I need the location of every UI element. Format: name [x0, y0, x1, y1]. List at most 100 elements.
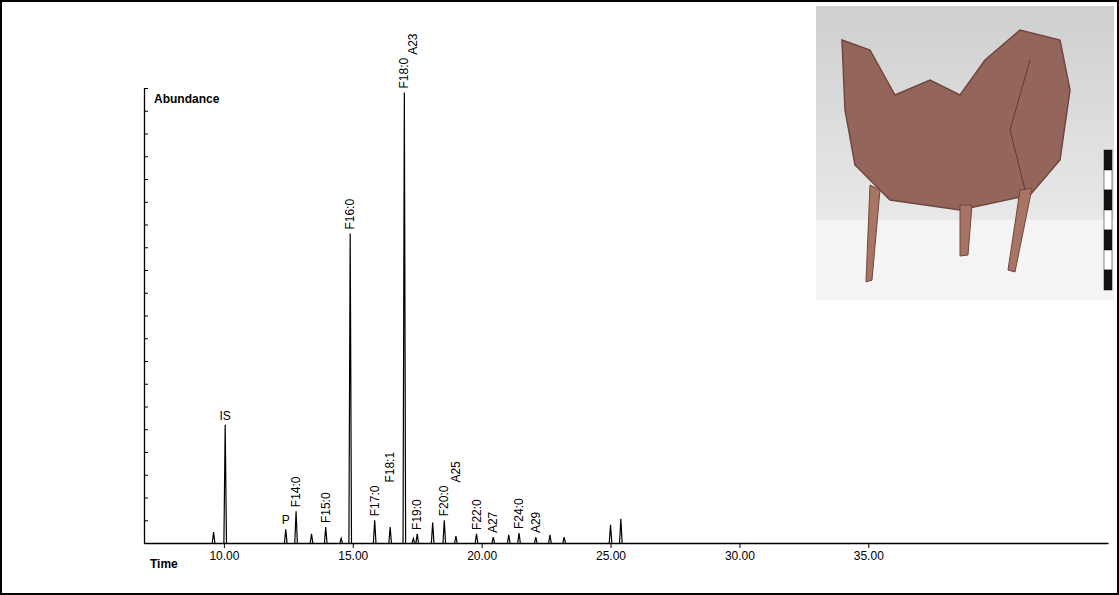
y-tick-mark [144, 247, 148, 248]
photo-vessel [842, 30, 1070, 210]
x-tick-mark [868, 543, 869, 548]
peak-label: A29 [529, 511, 543, 533]
peak-label: F24:0 [512, 498, 526, 529]
peak [443, 520, 446, 543]
y-tick-mark [144, 202, 148, 203]
y-tick-mark [144, 88, 148, 89]
photo-scale-bar [1104, 190, 1112, 210]
peak-label: P [282, 513, 290, 527]
y-tick [144, 179, 148, 180]
y-tick-mark [144, 543, 148, 544]
x-axis-title: Time [150, 557, 178, 571]
peak [549, 535, 552, 543]
peak [389, 527, 392, 543]
peak [284, 529, 287, 543]
y-tick-mark [144, 225, 148, 226]
y-axis [144, 89, 148, 544]
y-tick-mark [144, 361, 148, 362]
y-tick [144, 498, 148, 499]
peak [349, 234, 352, 543]
x-tick: 25.00 [596, 543, 626, 563]
peak [412, 538, 415, 543]
peak [507, 535, 510, 543]
y-tick [144, 247, 148, 248]
peak [475, 534, 478, 543]
photo-scale-bar [1104, 270, 1112, 290]
y-tick-mark [144, 338, 148, 339]
y-tick-mark [144, 179, 148, 180]
y-tick [144, 293, 148, 294]
y-tick-mark [144, 270, 148, 271]
peak-label: F20:0 [437, 485, 451, 516]
photo-scale-bar [1104, 230, 1112, 250]
photo-scale-bar [1104, 150, 1112, 170]
y-tick [144, 361, 148, 362]
y-tick-mark [144, 293, 148, 294]
photo-background [816, 6, 1114, 300]
photo-scale-bar [1104, 250, 1112, 270]
peak [620, 519, 623, 543]
peak [563, 537, 566, 543]
peak-labels: ISPF14:0F15:0F16:0F17:0F18:1F18:0A23F19:… [220, 33, 543, 533]
x-tick-mark [353, 543, 354, 548]
y-tick [144, 520, 148, 521]
peak [455, 536, 458, 543]
y-tick-mark [144, 429, 148, 430]
peak [310, 534, 313, 543]
peak-label: F22:0 [470, 499, 484, 530]
y-tick [144, 316, 148, 317]
y-tick [144, 225, 148, 226]
peak-label: F18:0 [397, 58, 411, 89]
peak [534, 537, 537, 543]
y-tick [144, 270, 148, 271]
y-tick-mark [144, 407, 148, 408]
x-tick: 30.00 [725, 543, 755, 563]
chart: 10.00 15.00 20.00 25.00 30.00 35.00 Abundance T… [0, 0, 1119, 595]
peak [212, 532, 215, 543]
x-tick: 15.00 [338, 543, 368, 563]
y-tick-mark [144, 475, 148, 476]
plot-area [212, 93, 622, 543]
peak [403, 93, 406, 543]
y-axis-title: Abundance [154, 92, 220, 106]
y-tick-mark [144, 384, 148, 385]
peak-label: F15:0 [319, 492, 333, 523]
peak [295, 511, 298, 543]
peak-label: F18:1 [383, 452, 397, 483]
peak-label: A23 [406, 33, 420, 55]
x-tick-label: 25.00 [596, 549, 626, 563]
frame [1, 1, 1118, 594]
x-tick-label: 15.00 [338, 549, 368, 563]
peak-label: F17:0 [368, 485, 382, 516]
y-tick [144, 429, 148, 430]
x-axis-line [145, 543, 1109, 544]
y-tick [144, 543, 148, 544]
y-tick-mark [144, 111, 148, 112]
photo-crack [1010, 60, 1030, 190]
y-tick [144, 407, 148, 408]
x-tick-mark [739, 543, 740, 548]
y-tick [144, 111, 148, 112]
x-tick-mark [224, 543, 225, 548]
y-tick [144, 88, 148, 89]
photo-inset [816, 6, 1114, 300]
photo-scale-bar [1104, 170, 1112, 190]
peak [431, 523, 434, 543]
peak-label: F19:0 [410, 499, 424, 530]
peak [416, 534, 419, 543]
x-tick-mark [611, 543, 612, 548]
peak [324, 527, 327, 543]
y-tick [144, 452, 148, 453]
x-tick-label: 35.00 [854, 549, 884, 563]
peak-label: A27 [486, 511, 500, 533]
peak [609, 525, 612, 543]
x-tick-label: 30.00 [725, 549, 755, 563]
y-tick-mark [144, 134, 148, 135]
y-tick [144, 475, 148, 476]
x-tick-label: 10.00 [209, 549, 239, 563]
x-tick: 20.00 [467, 543, 497, 563]
y-tick-mark [144, 520, 148, 521]
peak-label: IS [220, 409, 231, 423]
peak [340, 538, 343, 543]
peak-label: F14:0 [289, 476, 303, 507]
